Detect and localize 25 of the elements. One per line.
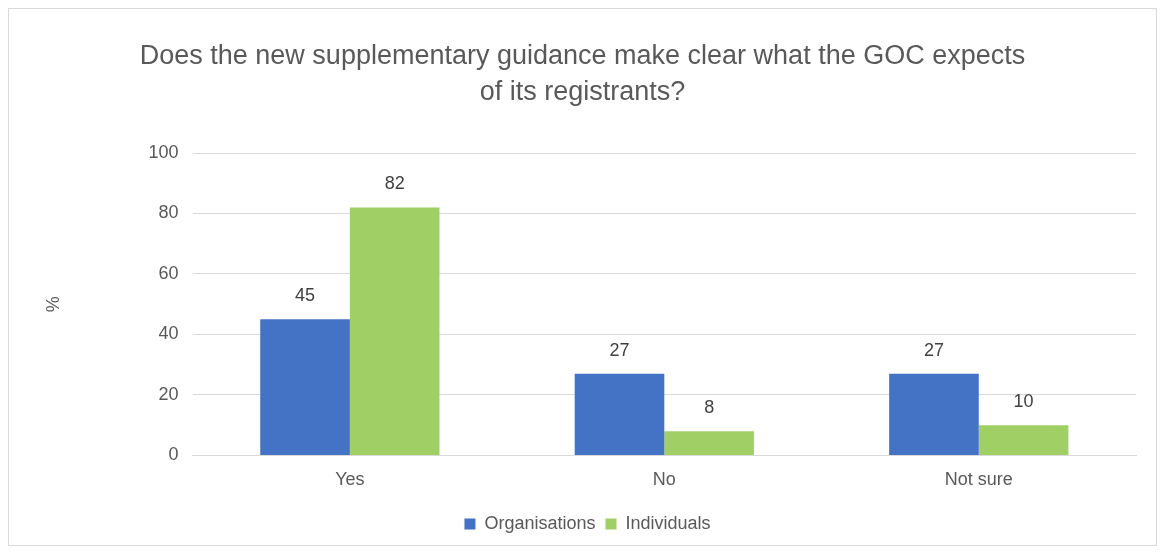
legend-label: Individuals xyxy=(625,512,711,533)
data-label: 8 xyxy=(704,397,715,418)
bar xyxy=(889,373,979,455)
data-label: 10 xyxy=(1013,391,1034,412)
x-tick-label: Yes xyxy=(335,469,365,490)
data-label: 27 xyxy=(923,339,944,360)
y-axis-title: % xyxy=(42,296,63,313)
x-tick-label: No xyxy=(652,469,676,490)
chart-title: Does the new supplementary guidance make clear what the GOC expects of its registrants? xyxy=(138,39,1027,108)
legend-label: Organisations xyxy=(484,512,596,533)
data-label: 27 xyxy=(609,339,630,360)
y-tick-label: 0 xyxy=(168,444,179,465)
y-tick-label: 40 xyxy=(158,323,179,344)
y-tick-label: 100 xyxy=(148,141,179,162)
y-tick-label: 60 xyxy=(158,262,179,283)
y-tick-label: 20 xyxy=(158,383,179,404)
data-label: 45 xyxy=(295,285,316,306)
y-tick-label: 80 xyxy=(158,202,179,223)
bar xyxy=(664,431,754,455)
bar xyxy=(574,373,665,455)
bar xyxy=(260,319,350,455)
bar xyxy=(978,425,1069,455)
data-label: 82 xyxy=(384,173,405,194)
x-tick-label: Not sure xyxy=(944,469,1013,490)
bar xyxy=(349,207,440,455)
